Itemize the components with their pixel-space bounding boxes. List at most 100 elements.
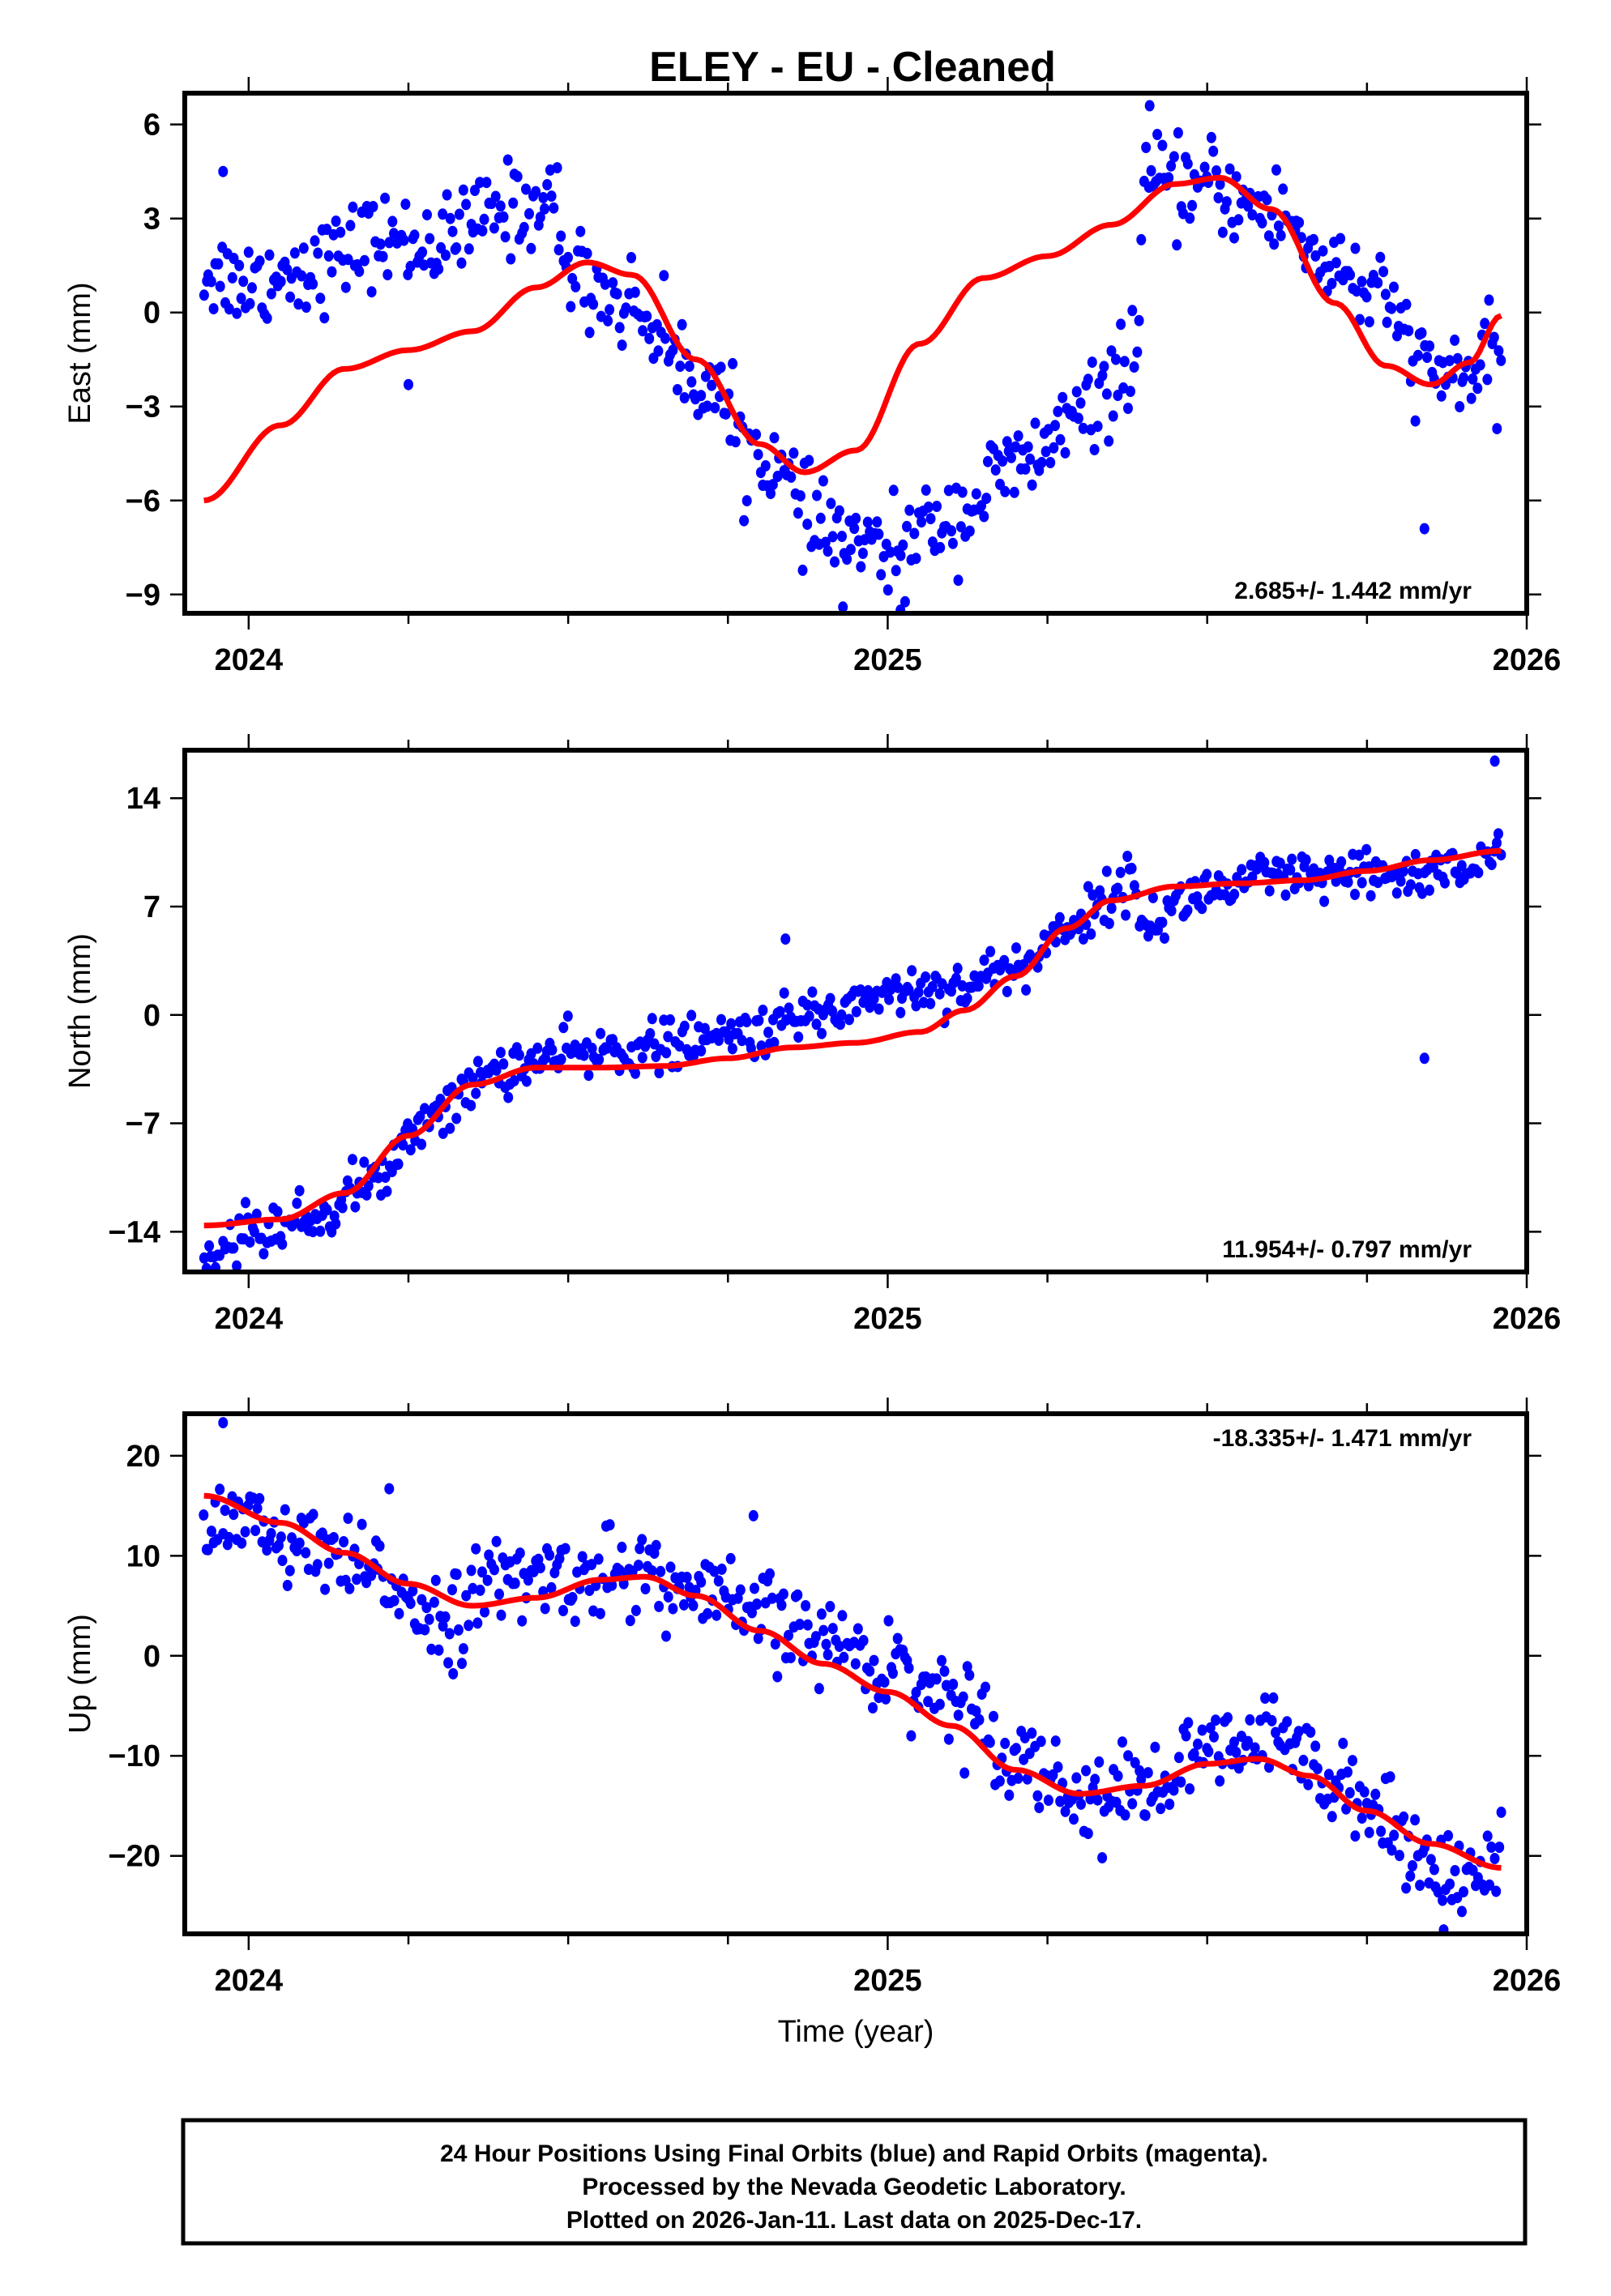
data-point [1491,1885,1502,1897]
data-point [1092,1794,1103,1806]
data-point [451,242,462,254]
data-point [964,525,975,537]
data-point [812,489,822,501]
data-point [1071,1772,1082,1784]
data-point [827,1623,838,1635]
data-point [772,1671,783,1683]
data-point [495,1047,506,1059]
data-point [1121,909,1131,921]
data-point [1050,420,1060,432]
data-point [293,298,304,310]
data-point [1298,1754,1309,1766]
data-point [368,201,378,212]
data-point [709,1565,720,1577]
data-point [1440,877,1450,889]
data-point [1120,1809,1130,1821]
data-point [308,1226,318,1238]
data-point [445,1122,455,1134]
data-point [1002,985,1012,997]
data-point [447,225,458,237]
data-point [665,1014,675,1026]
data-point [472,1056,483,1068]
data-point [703,1607,713,1620]
footer-line-orbits: 24 Hour Positions Using Final Orbits (bl… [440,2140,1268,2167]
data-point [312,1559,323,1571]
data-point [1357,877,1367,889]
data-point [1173,127,1183,139]
data-point [860,534,870,546]
data-point [464,1620,474,1632]
data-point [934,1698,945,1710]
data-point [199,289,209,301]
data-point [1027,1727,1037,1739]
data-point [1425,1854,1436,1866]
data-point [1135,1765,1145,1777]
data-point [853,1623,863,1635]
data-point [213,258,224,270]
data-point [770,1638,780,1650]
data-point [348,201,358,213]
north-rate-label: 11.954+/- 0.797 mm/yr [1222,1236,1472,1263]
outlier-point [218,1417,229,1429]
data-point [900,595,910,608]
data-point [802,999,813,1011]
data-point [869,1654,879,1667]
data-point [1009,486,1019,498]
data-point [1215,178,1225,190]
data-point [1202,868,1212,881]
data-point [661,1047,672,1059]
data-point [1282,1716,1293,1728]
data-point [1243,200,1254,212]
data-point [1373,277,1383,289]
data-point [702,400,712,412]
data-point [587,1559,597,1571]
data-point [1104,917,1114,929]
data-point [287,1532,297,1544]
data-point [1391,887,1402,899]
data-point [753,449,763,461]
data-point [863,984,874,996]
data-point [1410,1814,1421,1826]
data-point [1473,867,1484,879]
data-point [1350,889,1360,900]
data-point [498,1058,509,1070]
data-point [608,277,618,289]
data-point [1303,1778,1314,1790]
data-point [802,1619,813,1631]
data-point [1053,1761,1063,1773]
east-rate-label: 2.685+/- 1.442 mm/yr [1234,578,1472,604]
north-frame [182,748,1529,1274]
data-point [1113,882,1123,894]
x-tick-label: 2025 [853,1302,922,1336]
y-tick-label: −14 [109,1215,160,1249]
data-point [788,447,799,459]
data-point [637,1052,647,1064]
data-point [1078,932,1088,945]
data-point [211,1261,220,1272]
data-point [964,1669,975,1681]
y-tick-label: −6 [126,484,160,519]
data-point [359,1156,370,1168]
data-point [842,553,853,565]
data-point [985,1736,995,1748]
data-point [570,280,581,292]
data-point [820,536,831,548]
data-point [294,1537,305,1549]
data-point [440,1611,451,1623]
north-panel: 2024 2025 2026 14 7 0 −7 −14 North (mm) 11.954+/-… [63,734,1561,1336]
data-point [584,326,595,339]
data-point [1127,305,1138,317]
data-point [1055,433,1066,446]
data-point [830,556,840,568]
data-point [495,200,506,212]
data-point [1494,1841,1505,1854]
data-point [206,275,216,288]
data-point [741,495,752,507]
data-point [1359,1786,1370,1798]
data-point [874,528,884,540]
data-point [444,1628,455,1640]
data-point [532,1042,543,1054]
data-point [1389,1829,1399,1841]
data-point [420,1103,429,1115]
data-point [208,303,219,315]
